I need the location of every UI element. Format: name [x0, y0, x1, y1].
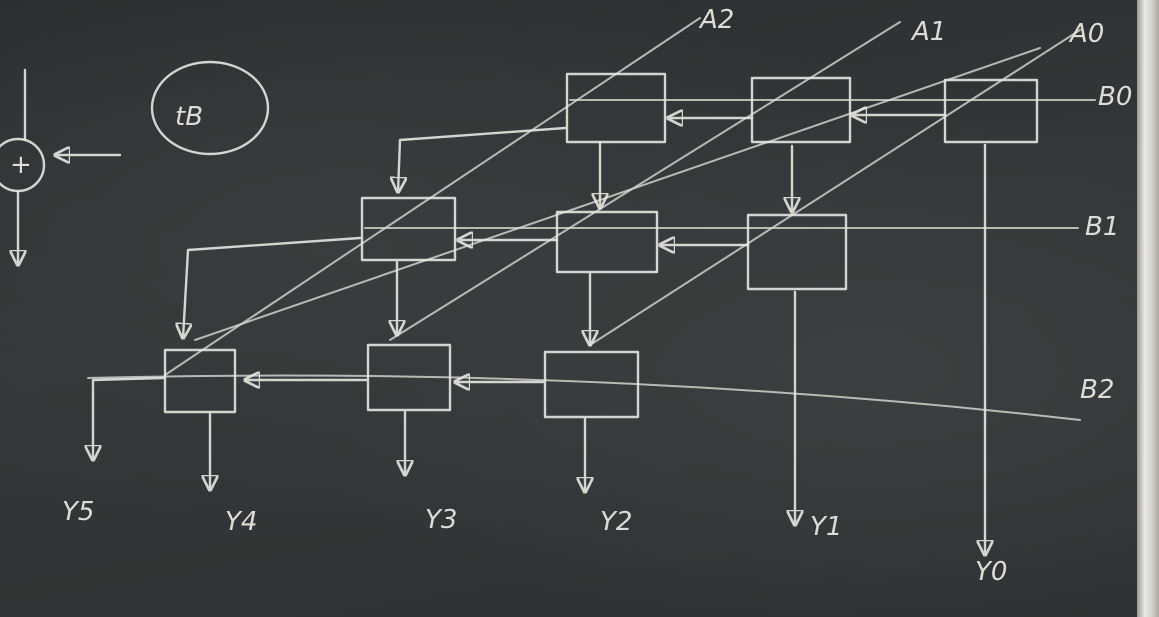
label-a2: A2	[698, 5, 734, 35]
b-input-lines	[87, 99, 1096, 421]
row-2-cells	[93, 343, 640, 492]
b-input-labels: B0 B1 B2	[1080, 82, 1132, 405]
cell-r1-c0	[746, 213, 848, 291]
label-b1: B1	[1085, 212, 1119, 242]
label-b0: B0	[1098, 82, 1132, 112]
y-output-labels: Y5 Y4 Y3 Y2 Y1 Y0	[62, 497, 1007, 587]
adder-plus-sign: +	[10, 150, 32, 180]
cell-r1-c1	[555, 210, 659, 274]
label-a0: A0	[1068, 19, 1104, 49]
a-input-labels: A2 A1 A0	[698, 5, 1104, 49]
label-y5: Y5	[62, 497, 94, 527]
label-b2: B2	[1080, 375, 1114, 405]
page-title: tB	[175, 102, 203, 132]
label-a1: A1	[910, 17, 946, 47]
cell-r1-c2	[360, 196, 457, 262]
cell-r2-c1	[366, 343, 452, 412]
cell-r2-c0	[543, 350, 640, 419]
cell-r0-c1	[750, 76, 852, 144]
label-y2: Y2	[600, 507, 632, 537]
adder-symbol-legend: +	[0, 68, 122, 265]
title-group: tB	[150, 60, 270, 156]
cell-r0-c2	[565, 72, 667, 144]
title-circle	[150, 60, 270, 156]
cell-r2-c2	[163, 348, 237, 414]
board-frame	[1137, 0, 1159, 617]
label-y1: Y1	[810, 512, 842, 542]
label-y4: Y4	[225, 507, 257, 537]
row-1-cells	[183, 196, 848, 525]
label-y0: Y0	[975, 557, 1007, 587]
row-0-cells	[398, 72, 1039, 555]
label-y3: Y3	[425, 505, 457, 535]
a-input-lines	[164, 17, 1081, 376]
cell-r0-c0	[943, 78, 1039, 144]
